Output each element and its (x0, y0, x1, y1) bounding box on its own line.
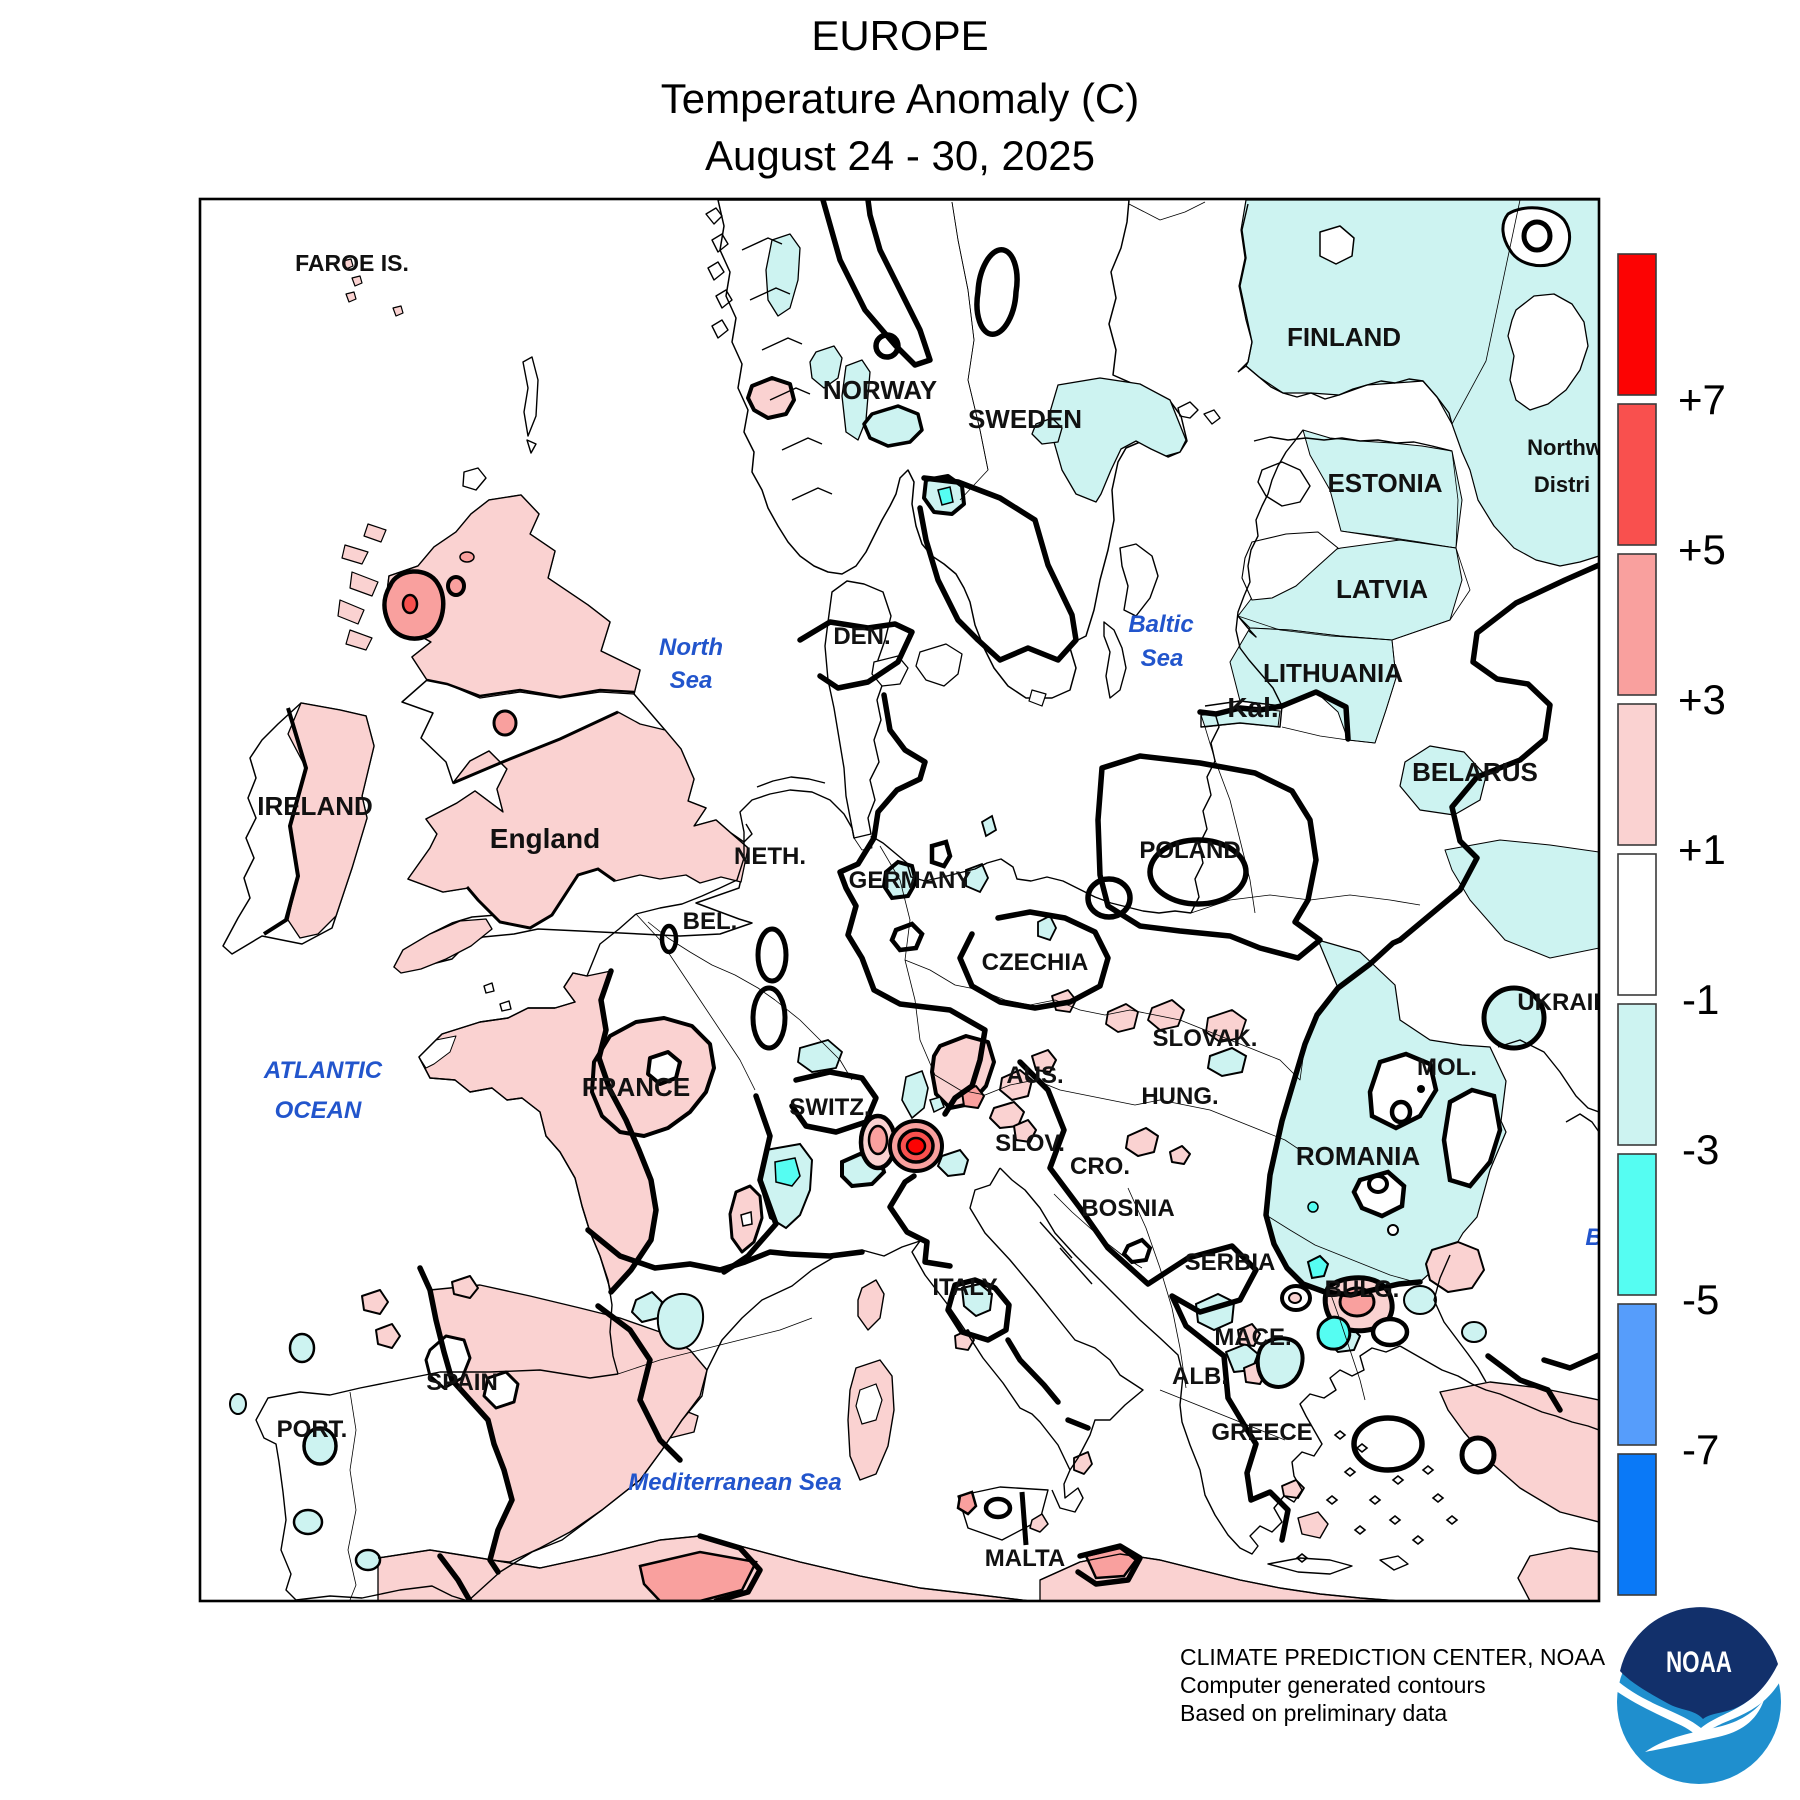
svg-text:MALTA: MALTA (985, 1545, 1065, 1572)
svg-text:FAROE IS.: FAROE IS. (295, 250, 409, 276)
svg-text:PORT.: PORT. (277, 1416, 348, 1443)
svg-text:ALB.: ALB. (1172, 1363, 1228, 1390)
svg-text:HUNG.: HUNG. (1141, 1083, 1218, 1110)
svg-text:Mediterranean Sea: Mediterranean Sea (628, 1469, 841, 1496)
svg-text:BOSNIA: BOSNIA (1081, 1195, 1174, 1222)
svg-text:BELARUS: BELARUS (1412, 757, 1538, 787)
svg-text:FRANCE: FRANCE (582, 1072, 690, 1102)
svg-text:CLIMATE PREDICTION CENTER, NOA: CLIMATE PREDICTION CENTER, NOAA (1180, 1644, 1606, 1670)
svg-text:LATVIA: LATVIA (1336, 574, 1428, 604)
svg-text:BEL.: BEL. (683, 908, 738, 935)
svg-text:ROMANIA: ROMANIA (1296, 1141, 1420, 1171)
svg-text:NOAA: NOAA (1666, 1646, 1732, 1679)
svg-text:SERBIA: SERBIA (1185, 1249, 1276, 1276)
svg-text:+7: +7 (1678, 376, 1726, 423)
svg-text:Based on preliminary data: Based on preliminary data (1180, 1700, 1447, 1726)
svg-text:-1: -1 (1682, 976, 1719, 1023)
svg-text:Sea: Sea (670, 667, 713, 694)
svg-text:OCEAN: OCEAN (275, 1097, 362, 1124)
svg-text:EUROPE: EUROPE (811, 12, 988, 59)
svg-text:MOL.: MOL. (1417, 1054, 1477, 1081)
svg-text:AUS.: AUS. (1006, 1062, 1063, 1089)
svg-text:SLOVAK.: SLOVAK. (1153, 1025, 1258, 1052)
svg-text:Computer generated contours: Computer generated contours (1180, 1672, 1486, 1698)
svg-text:SPAIN: SPAIN (426, 1369, 498, 1396)
svg-text:FINLAND: FINLAND (1287, 322, 1401, 352)
svg-text:BULG.: BULG. (1325, 1276, 1400, 1303)
svg-text:+5: +5 (1678, 526, 1726, 573)
svg-text:-5: -5 (1682, 1276, 1719, 1323)
svg-text:ITALY: ITALY (932, 1274, 997, 1301)
svg-text:Baltic: Baltic (1128, 611, 1193, 638)
svg-text:Kal.: Kal. (1227, 692, 1278, 723)
svg-text:+3: +3 (1678, 676, 1726, 723)
svg-text:IRELAND: IRELAND (257, 791, 373, 821)
svg-text:LITHUANIA: LITHUANIA (1263, 658, 1403, 688)
svg-text:CRO.: CRO. (1070, 1153, 1130, 1180)
svg-text:DEN.: DEN. (833, 623, 890, 650)
svg-text:Sea: Sea (1141, 645, 1184, 672)
svg-text:MACE.: MACE. (1214, 1324, 1291, 1351)
svg-text:+1: +1 (1678, 826, 1726, 873)
svg-text:UKRAINE: UKRAINE (1517, 989, 1626, 1016)
svg-text:ATLANTIC: ATLANTIC (263, 1057, 383, 1084)
svg-text:SWEDEN: SWEDEN (968, 404, 1082, 434)
svg-text:-3: -3 (1682, 1126, 1719, 1173)
svg-text:North: North (659, 634, 723, 661)
svg-text:NORWAY: NORWAY (823, 375, 937, 405)
svg-text:SLOV.: SLOV. (995, 1130, 1065, 1157)
svg-text:England: England (490, 823, 600, 854)
svg-text:Distri: Distri (1534, 472, 1590, 497)
svg-text:August 24 - 30, 2025: August 24 - 30, 2025 (705, 132, 1095, 179)
svg-text:Temperature Anomaly (C): Temperature Anomaly (C) (661, 75, 1140, 122)
svg-text:GERMANY: GERMANY (849, 867, 972, 894)
svg-text:SWITZ.: SWITZ. (789, 1094, 870, 1121)
svg-text:GREECE: GREECE (1211, 1419, 1312, 1446)
svg-text:CZECHIA: CZECHIA (982, 949, 1089, 976)
svg-text:NETH.: NETH. (734, 843, 806, 870)
svg-text:Northw: Northw (1527, 435, 1604, 460)
svg-text:-7: -7 (1682, 1426, 1719, 1473)
svg-text:B: B (1585, 1224, 1602, 1251)
svg-text:POLAND: POLAND (1139, 837, 1240, 864)
svg-text:ESTONIA: ESTONIA (1327, 468, 1442, 498)
